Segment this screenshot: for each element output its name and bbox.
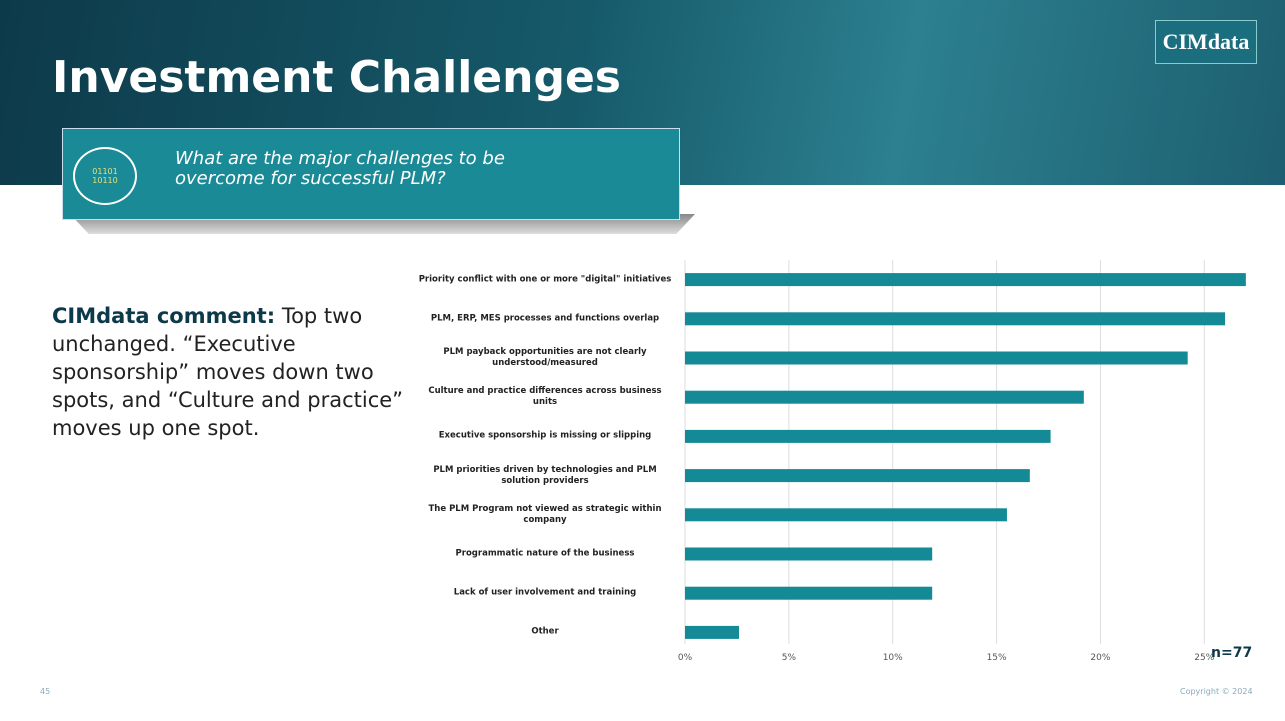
category-label: PLM payback opportunities are not clearl… xyxy=(443,347,647,368)
question-box: 01101 10110 What are the major challenges… xyxy=(62,128,680,220)
x-tick-label: 20% xyxy=(1090,653,1111,663)
slide-title: Investment Challenges xyxy=(52,52,621,103)
bar xyxy=(685,390,1084,404)
question: What are the major challenges to be over… xyxy=(175,148,505,189)
bar xyxy=(685,469,1030,483)
category-label: Other xyxy=(531,626,559,637)
logo: CIMdata xyxy=(1155,20,1257,64)
bar xyxy=(685,351,1188,365)
category-label: Priority conflict with one or more "digi… xyxy=(418,274,672,285)
icon-text: 01101 xyxy=(92,167,118,176)
sample-size: n=77 xyxy=(1211,645,1253,661)
bar xyxy=(685,586,933,600)
copyright: Copyright © 2024 xyxy=(1180,687,1253,696)
category-label: Culture and practice differences across … xyxy=(428,386,662,408)
category-label: Executive sponsorship is missing or slip… xyxy=(438,430,652,441)
comment-text: Top two unchanged. “Executive sponsorshi… xyxy=(52,304,404,440)
category-label: Programmatic nature of the business xyxy=(455,548,635,559)
category-label: PLM priorities driven by technologies an… xyxy=(433,464,657,486)
icon: 01101 10110 xyxy=(73,147,137,205)
x-tick-label: 25% xyxy=(1194,653,1215,663)
bar xyxy=(685,312,1226,326)
x-tick-label: 0% xyxy=(677,653,693,663)
bar xyxy=(685,429,1051,443)
icon-text: 10110 xyxy=(92,176,118,185)
comment-label: CIMdata comment: xyxy=(52,304,276,328)
category-label: PLM, ERP, MES processes and functions ov… xyxy=(430,313,660,324)
category-label: The PLM Program not viewed as strategic … xyxy=(428,503,662,525)
page-number: 45 xyxy=(40,687,51,696)
bar xyxy=(685,625,740,639)
x-tick-label: 15% xyxy=(986,653,1007,663)
bar xyxy=(685,273,1246,287)
comment: CIMdata comment: Top two unchanged. “Exe… xyxy=(52,302,412,442)
bar xyxy=(685,547,933,561)
x-tick-label: 10% xyxy=(882,653,903,663)
x-tick-label: 5% xyxy=(781,653,796,663)
category-label: Lack of user involvement and training xyxy=(453,587,637,598)
bar xyxy=(685,508,1007,522)
